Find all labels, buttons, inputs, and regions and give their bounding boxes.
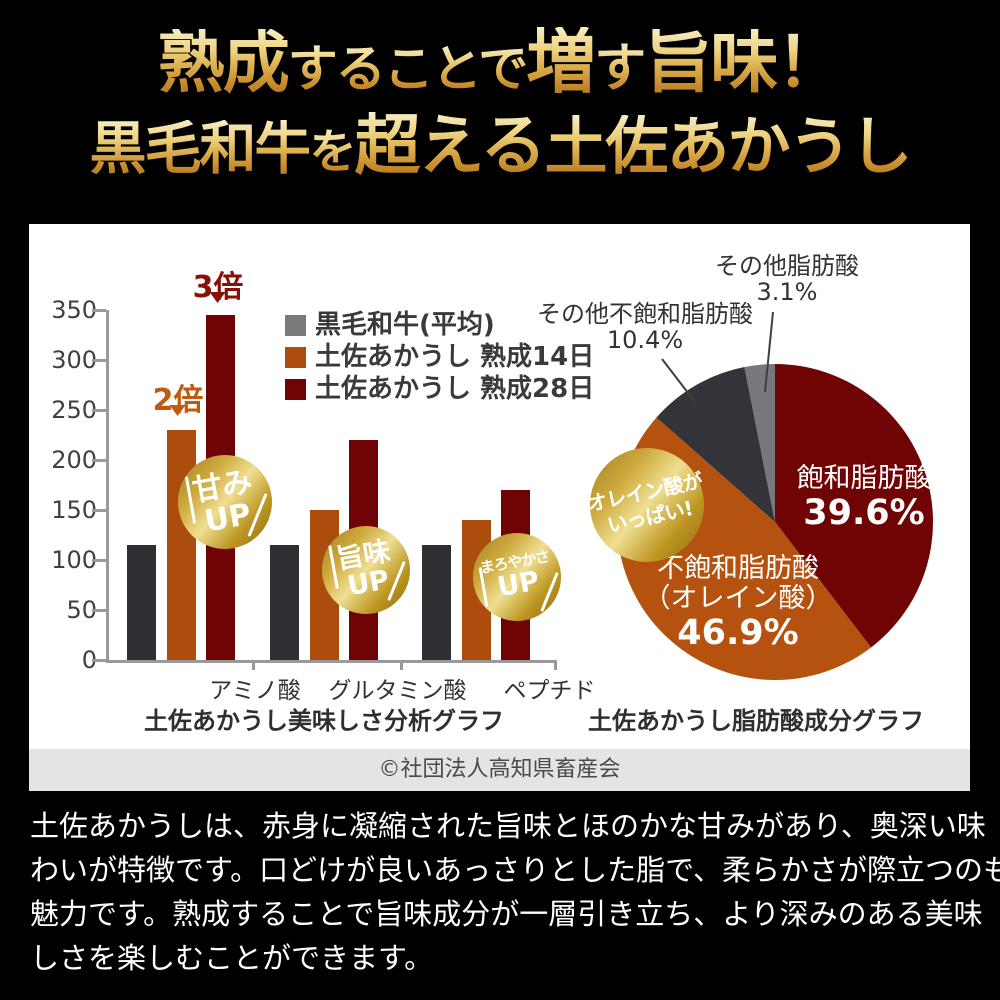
legend-item: 土佐あかうし 熟成14日 [285,342,595,372]
x-axis-tick [252,661,255,670]
description-line: わいが特徴です。口どけが良いあっさりとした脂で、柔らかさが際立つのも [30,853,1000,887]
y-axis-tick [92,308,106,312]
pie-slice [656,366,775,522]
badge-umami-up: 旨味 UP [322,526,410,614]
legend-swatch [285,315,306,336]
pie-label-other-unsaturated: その他不飽和脂肪酸 10.4% [537,301,753,353]
badge-line: UP [495,565,542,604]
header-line-1: 熟成 することで 増 す 旨味！ [0,20,1000,103]
pie-slice-name: （オレイン酸） [643,583,833,614]
header-text: 旨味！ [644,23,844,103]
pie-slice-percent: 39.6% [803,493,925,533]
annotation-3x: 3倍 [192,270,244,322]
header-text: 熟成 [157,23,290,102]
header-text: することで [287,39,528,98]
pie-leader-line [764,311,774,393]
bar-chart-title: 土佐あかうし美味しさ分析グラフ [144,707,504,735]
header-text: を [309,125,356,180]
header-text: 黒毛和牛 [89,115,311,182]
badge-text: 旨味 UP [334,535,397,603]
bar-chart-y-axis: 0 50 100 150 200 250 300 350 [29,296,97,674]
legend-swatch [285,379,306,400]
copyright-text: ©社団法人高知県畜産会 [378,757,621,782]
x-axis-tick [554,661,557,670]
legend-swatch [285,347,306,368]
badge-mellowness-up: まろやかさ UP [473,533,561,621]
y-axis-tick-label: 350 [51,296,97,324]
y-axis-tick [92,408,106,412]
annotation-3x-label: 3倍 [192,270,244,305]
header-text: す [594,38,646,99]
header-line-2: 黒毛和牛 を 超える 土佐あかうし [0,112,1000,178]
x-axis-category-label: ペプチド [503,678,596,704]
bar [127,545,156,660]
y-axis-tick [92,458,106,462]
x-axis-category-label: グルタミン酸 [328,678,467,704]
y-axis-tick [92,608,106,612]
pie-slice-percent: 10.4% [606,326,684,354]
bar [422,545,451,660]
description-text: 土佐あかうしは、赤身に凝縮された旨味とほのかな甘みがあり、奥深い味 わいが特徴です… [30,804,1000,980]
pie-slice-percent: 46.9% [677,613,799,653]
header-text: 超える [354,106,546,184]
pie-slice-name: 不飽和脂肪酸 [657,553,819,584]
pie-label-saturated: 飽和脂肪酸 39.6% [797,464,932,533]
legend-label: 土佐あかうし 熟成14日 [315,342,595,372]
description-line: しさを楽しむことができます。 [30,941,434,975]
header-text: 土佐あかうし [544,109,913,183]
description-line: 土佐あかうしは、赤身に凝縮された旨味とほのかな甘みがあり、奥深い味 [30,809,986,843]
badge-line: UP [345,564,392,603]
y-axis-tick [92,558,106,562]
y-axis-tick [92,658,106,662]
y-axis-tick [92,358,106,362]
legend-label: 黒毛和牛(平均) [315,310,495,340]
y-axis-tick-label: 100 [51,546,97,574]
bar [270,545,299,660]
charts-panel: 0 50 100 150 200 250 300 350 アミノ酸 グルタミン酸 ペプチド 黒毛和… [29,224,970,749]
legend-item: 黒毛和牛(平均) [285,310,594,340]
x-axis-category-label: アミノ酸 [209,678,301,704]
annotation-2x-label: 2倍 [152,383,204,418]
badge-sweetness-up: 甘み UP [178,455,272,549]
x-axis-tick [400,661,403,670]
badge-oleic-acid: オレイン酸が いっぱい! [585,448,704,562]
pie-slice-name: その他不飽和脂肪酸 [537,300,753,328]
annotation-2x: 2倍 [152,383,204,435]
y-axis-tick-label: 50 [66,596,97,624]
legend-item: 土佐あかうし 熟成28日 [285,374,595,404]
pie-chart-title: 土佐あかうし脂肪酸成分グラフ [588,707,924,735]
description-line: 魅力です。熟成することで旨味成分が一層引き立ち、より深みのある美味 [30,897,983,931]
header-text: 増 [526,20,596,103]
pie-slice-name: 飽和脂肪酸 [796,463,932,494]
badge-line: UP [201,496,254,539]
badge-text: 甘み UP [190,464,260,539]
y-axis-tick-label: 300 [51,346,97,374]
pie-slice [775,364,933,648]
pie-slice [744,364,775,522]
badge-text: まろやかさ UP [478,548,556,606]
pie-slice-name: その他脂肪酸 [715,252,859,280]
y-axis-tick [92,508,106,512]
pie-label-other: その他脂肪酸 3.1% [715,253,859,305]
badge-text: オレイン酸が いっぱい! [585,468,710,541]
pie-leader-line [661,358,696,403]
y-axis-tick-label: 200 [51,446,97,474]
legend-label: 土佐あかうし 熟成28日 [315,374,595,404]
y-axis-tick-label: 150 [51,496,97,524]
y-axis-tick-label: 0 [81,646,97,674]
y-axis-tick-label: 250 [51,396,97,424]
bar-chart-x-labels: アミノ酸 グルタミン酸 ペプチド [106,671,595,704]
pie-slice-percent: 3.1% [756,278,818,306]
bar-chart-legend: 黒毛和牛(平均) 土佐あかうし 熟成14日 土佐あかうし 熟成28日 [285,310,595,404]
pie-label-unsaturated: 不飽和脂肪酸 （オレイン酸） 46.9% [644,554,833,653]
copyright-bar: ©社団法人高知県畜産会 [29,749,970,791]
